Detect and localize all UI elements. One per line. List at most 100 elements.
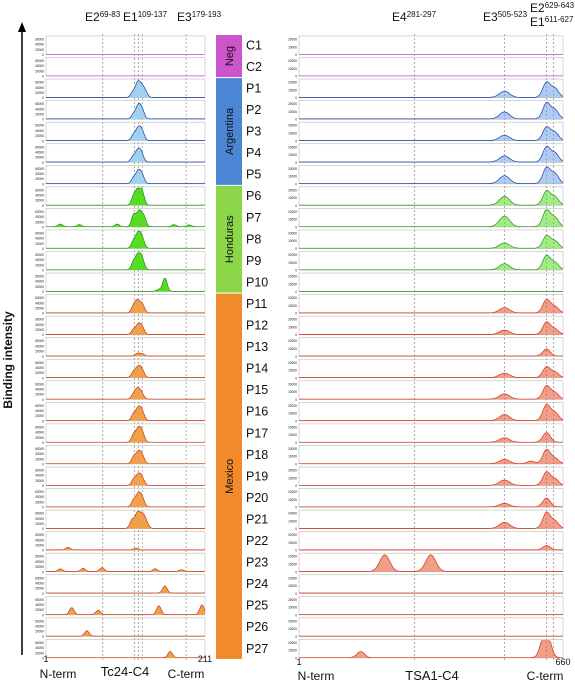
left-y-tick-label: 0 <box>42 441 44 445</box>
left-row-frame <box>45 423 206 443</box>
left-y-tick-label: 60000 <box>35 253 44 257</box>
right-trace-line-P1 <box>299 81 564 98</box>
right-trace-fill-P6 <box>299 190 563 206</box>
right-trace-fill-P27 <box>299 640 563 658</box>
right-row-P8: 20000 10000 0 P8 <box>246 229 564 251</box>
left-y-tick-label: 40000 <box>35 474 44 478</box>
left-y-tick-label: 40000 <box>35 581 44 585</box>
left-y-tick-label: 60000 <box>35 555 44 559</box>
right-row-frame <box>298 229 564 249</box>
left-y-tick-label: 0 <box>42 506 44 510</box>
left-trace-area-P18 <box>46 450 205 464</box>
left-row-frame <box>45 186 206 206</box>
left-y-tick-label: 20000 <box>35 651 44 655</box>
left-row-frame <box>45 466 206 486</box>
right-row-P20: 20000 10000 0 P20 <box>246 488 564 510</box>
right-trace-fill-P5 <box>299 166 563 184</box>
right-row-P22: 20000 10000 0 P22 <box>246 531 564 553</box>
right-trace-line-P13 <box>299 348 563 357</box>
left-y-tick-label: 60000 <box>35 124 44 128</box>
right-trace-fill-P4 <box>299 146 563 163</box>
right-trace-line-P11 <box>299 298 564 314</box>
left-y-tick-label: 20000 <box>35 500 44 504</box>
left-trace-area-P2 <box>46 103 205 120</box>
left-y-tick-label: 0 <box>42 419 44 423</box>
right-row-P13: 20000 10000 0 P13 <box>246 337 564 359</box>
left-y-tick-label: 20000 <box>35 48 44 52</box>
left-y-tick-label: 0 <box>42 333 44 337</box>
left-trace-area-P21 <box>46 511 205 529</box>
left-y-tick-label: 40000 <box>35 495 44 499</box>
right-y-tick-label: 10000 <box>288 541 297 545</box>
right-row-frame <box>298 358 564 379</box>
left-trace-line-P23 <box>46 567 205 572</box>
left-y-tick-label: 60000 <box>35 275 44 279</box>
right-y-tick-label: 10000 <box>288 325 297 329</box>
right-footer: 1 660 N-term TSA1-C4 C-term <box>296 657 570 683</box>
left-y-tick-label: 20000 <box>35 522 44 526</box>
right-y-tick-label: 0 <box>295 484 297 488</box>
left-trace-area-P17 <box>46 426 205 443</box>
right-trace-line-P27 <box>299 640 563 659</box>
right-trace-line-P19 <box>299 471 564 486</box>
right-y-tick-label: 0 <box>295 592 297 596</box>
left-row-frame <box>45 337 206 357</box>
right-row-frame <box>298 186 564 206</box>
left-y-tick-label: 40000 <box>35 409 44 413</box>
left-y-tick-label: 40000 <box>35 280 44 284</box>
left-y-tick-label: 20000 <box>35 414 44 418</box>
left-y-tick-label: 60000 <box>35 81 44 85</box>
right-y-tick-label: 20000 <box>288 490 297 494</box>
right-y-tick-label: 0 <box>295 398 297 402</box>
left-row-frame <box>45 315 206 335</box>
right-y-tick-label: 20000 <box>288 447 297 451</box>
left-y-tick-label: 60000 <box>35 145 44 149</box>
right-row-frame <box>298 531 564 551</box>
left-trace-line-P4 <box>46 147 205 163</box>
right-y-tick-label: 20000 <box>288 533 297 537</box>
right-trace-fill-P9 <box>299 255 563 271</box>
right-row-P14: 20000 10000 0 P14 <box>246 358 564 380</box>
sample-label-P23: P23 <box>246 556 268 570</box>
left-y-tick-label: 60000 <box>35 188 44 192</box>
right-trace-line-P21 <box>299 511 564 529</box>
left-trace-line-P12 <box>46 322 205 335</box>
sample-label-P22: P22 <box>246 534 268 548</box>
right-epitope-header: E4281-297 E3505-523 E2629-643 E1611-627 <box>392 1 575 29</box>
right-trace-fill-P15 <box>299 385 563 400</box>
right-y-tick-label: 20000 <box>288 512 297 516</box>
left-row-frame <box>45 208 206 228</box>
right-row-P18: 20000 10000 0 P18 <box>246 445 564 467</box>
right-y-tick-label: 0 <box>295 312 297 316</box>
right-epitope-e1: E1611-627 <box>530 15 574 29</box>
right-row-P12: 20000 10000 0 P12 <box>246 315 564 337</box>
right-y-tick-label: 0 <box>295 204 297 208</box>
right-row-P5: 20000 10000 0 P5 <box>246 165 564 186</box>
sample-label-P20: P20 <box>246 491 268 505</box>
right-y-tick-label: 20000 <box>288 210 297 214</box>
left-y-tick-label: 0 <box>42 570 44 574</box>
right-y-tick-label: 0 <box>295 463 297 467</box>
left-y-tick-label: 0 <box>42 613 44 617</box>
left-row-frame <box>45 143 206 163</box>
right-trace-fill-P20 <box>299 498 563 508</box>
left-trace-line-P13 <box>46 352 205 357</box>
right-y-tick-label: 20000 <box>288 102 297 106</box>
right-y-tick-label: 10000 <box>288 498 297 502</box>
right-row-P4: 20000 10000 0 P4 <box>246 143 564 165</box>
right-trace-line-P14 <box>299 366 564 378</box>
left-x-end: 211 <box>198 654 212 664</box>
left-y-tick-label: 60000 <box>35 404 44 408</box>
right-y-tick-label: 20000 <box>288 81 297 85</box>
right-row-frame <box>298 402 564 422</box>
left-trace-area-P10 <box>46 278 205 292</box>
right-y-tick-label: 0 <box>295 635 297 639</box>
sample-label-P5: P5 <box>246 168 261 182</box>
sample-label-P16: P16 <box>246 405 268 419</box>
left-y-tick-label: 20000 <box>35 263 44 267</box>
